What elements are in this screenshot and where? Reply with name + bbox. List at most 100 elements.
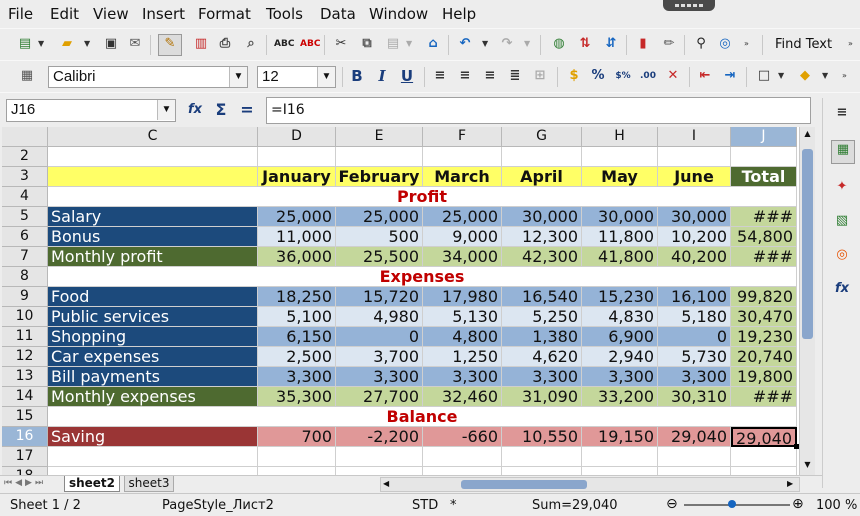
section-title-expenses[interactable]: Expenses xyxy=(48,267,797,287)
selection-mode[interactable]: STD xyxy=(412,498,439,513)
value-cell[interactable]: 2,940 xyxy=(582,347,658,367)
row-header-11[interactable]: 11 xyxy=(2,327,48,347)
value-cell[interactable]: 3,700 xyxy=(336,347,423,367)
menu-help[interactable]: Help xyxy=(442,5,477,23)
month-header-cell[interactable]: March xyxy=(423,167,502,187)
chart-icon[interactable]: ▮ xyxy=(639,36,647,51)
align-left-icon[interactable]: ≡ xyxy=(434,68,446,83)
row-header-12[interactable]: 12 xyxy=(2,347,48,367)
value-cell[interactable]: 19,800 xyxy=(731,367,797,387)
value-cell[interactable]: 3,300 xyxy=(258,367,336,387)
properties-icon[interactable]: ▦ xyxy=(831,140,855,164)
print-preview-icon[interactable]: ⌕ xyxy=(247,36,255,51)
value-cell[interactable]: 4,620 xyxy=(502,347,582,367)
column-header-G[interactable]: G xyxy=(502,127,582,147)
value-cell[interactable]: 2,500 xyxy=(258,347,336,367)
section-title-balance[interactable]: Balance xyxy=(48,407,797,427)
value-cell[interactable]: 40,200 xyxy=(658,247,731,267)
value-cell[interactable]: 5,180 xyxy=(658,307,731,327)
row-header-15[interactable]: 15 xyxy=(2,407,48,427)
menu-insert[interactable]: Insert xyxy=(142,5,186,23)
grid-cell[interactable] xyxy=(502,147,582,167)
grid-cell[interactable] xyxy=(423,467,502,475)
value-cell[interactable]: 6,150 xyxy=(258,327,336,347)
column-header-F[interactable]: F xyxy=(423,127,502,147)
value-cell[interactable]: 15,720 xyxy=(336,287,423,307)
row-label-cell[interactable]: Bonus xyxy=(48,227,258,247)
month-header-cell[interactable]: April xyxy=(502,167,582,187)
value-cell[interactable]: 3,300 xyxy=(336,367,423,387)
add-decimal-icon[interactable]: .00 xyxy=(640,71,656,81)
grid-cell[interactable] xyxy=(582,467,658,475)
row-header-18[interactable]: 18 xyxy=(2,467,48,475)
sum-icon[interactable]: Σ xyxy=(215,100,227,119)
grid-cell[interactable] xyxy=(502,467,582,475)
menu-edit[interactable]: Edit xyxy=(50,5,80,23)
grid-cell[interactable] xyxy=(48,467,258,475)
styles-icon[interactable]: ▦ xyxy=(20,68,34,83)
column-header-I[interactable]: I xyxy=(658,127,731,147)
clone-formatting-icon[interactable]: ⌂ xyxy=(428,36,438,51)
justify-icon[interactable]: ≣ xyxy=(509,68,521,83)
grid-cell[interactable] xyxy=(258,467,336,475)
value-cell[interactable]: 16,540 xyxy=(502,287,582,307)
undo-dropdown-icon[interactable]: ▼ xyxy=(482,39,489,48)
scroll-right-icon[interactable]: ▶ xyxy=(787,479,794,488)
value-cell[interactable]: -2,200 xyxy=(336,427,423,447)
grid-cell[interactable] xyxy=(731,147,797,167)
row-header-6[interactable]: 6 xyxy=(2,227,48,247)
column-header-H[interactable]: H xyxy=(582,127,658,147)
grid-cell[interactable] xyxy=(336,467,423,475)
zoom-slider[interactable] xyxy=(684,500,790,508)
value-cell[interactable]: ### xyxy=(731,387,797,407)
value-cell[interactable]: 4,980 xyxy=(336,307,423,327)
sheet-tab-sheet2[interactable]: sheet2 xyxy=(64,476,120,492)
value-cell[interactable]: 27,700 xyxy=(336,387,423,407)
value-cell[interactable]: 3,300 xyxy=(423,367,502,387)
sheet-navigation-icon[interactable]: ⏮◀▶⏭ xyxy=(4,478,47,488)
value-cell[interactable]: 12,300 xyxy=(502,227,582,247)
menu-data[interactable]: Data xyxy=(320,5,356,23)
decrease-indent-icon[interactable]: ⇤ xyxy=(699,68,711,83)
font-size-combo[interactable]: 12 ▼ xyxy=(257,66,336,88)
grid-cell[interactable] xyxy=(582,447,658,467)
horizontal-scrollbar[interactable]: ◀ ▶ xyxy=(380,477,800,492)
value-cell[interactable]: 30,470 xyxy=(731,307,797,327)
row-label-cell[interactable]: Food xyxy=(48,287,258,307)
value-cell[interactable]: 5,250 xyxy=(502,307,582,327)
sort-ascending-icon[interactable]: ⇅ xyxy=(579,36,591,51)
scroll-left-icon[interactable]: ◀ xyxy=(383,479,390,488)
grid-cell[interactable] xyxy=(423,147,502,167)
draw-functions-icon[interactable]: ✏ xyxy=(663,36,675,51)
value-cell[interactable]: 11,800 xyxy=(582,227,658,247)
value-cell[interactable]: 18,250 xyxy=(258,287,336,307)
scroll-down-icon[interactable]: ▼ xyxy=(804,460,811,469)
save-icon[interactable]: ▣ xyxy=(104,36,118,51)
grid-cell[interactable] xyxy=(48,447,258,467)
section-title-profit[interactable]: Profit xyxy=(48,187,797,207)
value-cell[interactable]: 35,300 xyxy=(258,387,336,407)
fill-handle[interactable] xyxy=(794,444,799,449)
zoom-in-icon[interactable]: ⊕ xyxy=(792,496,804,512)
value-cell[interactable]: ### xyxy=(731,207,797,227)
menu-tools[interactable]: Tools xyxy=(266,5,303,23)
value-cell[interactable]: 3,300 xyxy=(658,367,731,387)
row-label-cell[interactable]: Saving xyxy=(48,427,258,447)
formula-input[interactable]: =I16 xyxy=(266,97,811,124)
row-header-7[interactable]: 7 xyxy=(2,247,48,267)
value-cell[interactable]: 500 xyxy=(336,227,423,247)
increase-indent-icon[interactable]: ⇥ xyxy=(724,68,736,83)
hyperlink-icon[interactable]: ◍ xyxy=(553,36,565,51)
value-cell[interactable]: 10,550 xyxy=(502,427,582,447)
value-cell[interactable]: 25,500 xyxy=(336,247,423,267)
scroll-up-icon[interactable]: ▲ xyxy=(804,129,811,138)
chevron-down-icon[interactable]: ▼ xyxy=(157,100,175,120)
column-header-J[interactable]: J xyxy=(731,127,797,147)
row-header-5[interactable]: 5 xyxy=(2,207,48,227)
sidebar-menu-icon[interactable]: ≡ xyxy=(836,105,848,120)
function-wizard-icon[interactable]: fx xyxy=(187,102,203,117)
value-cell[interactable]: 42,300 xyxy=(502,247,582,267)
value-cell[interactable]: 29,040 xyxy=(731,427,797,447)
menu-format[interactable]: Format xyxy=(198,5,251,23)
